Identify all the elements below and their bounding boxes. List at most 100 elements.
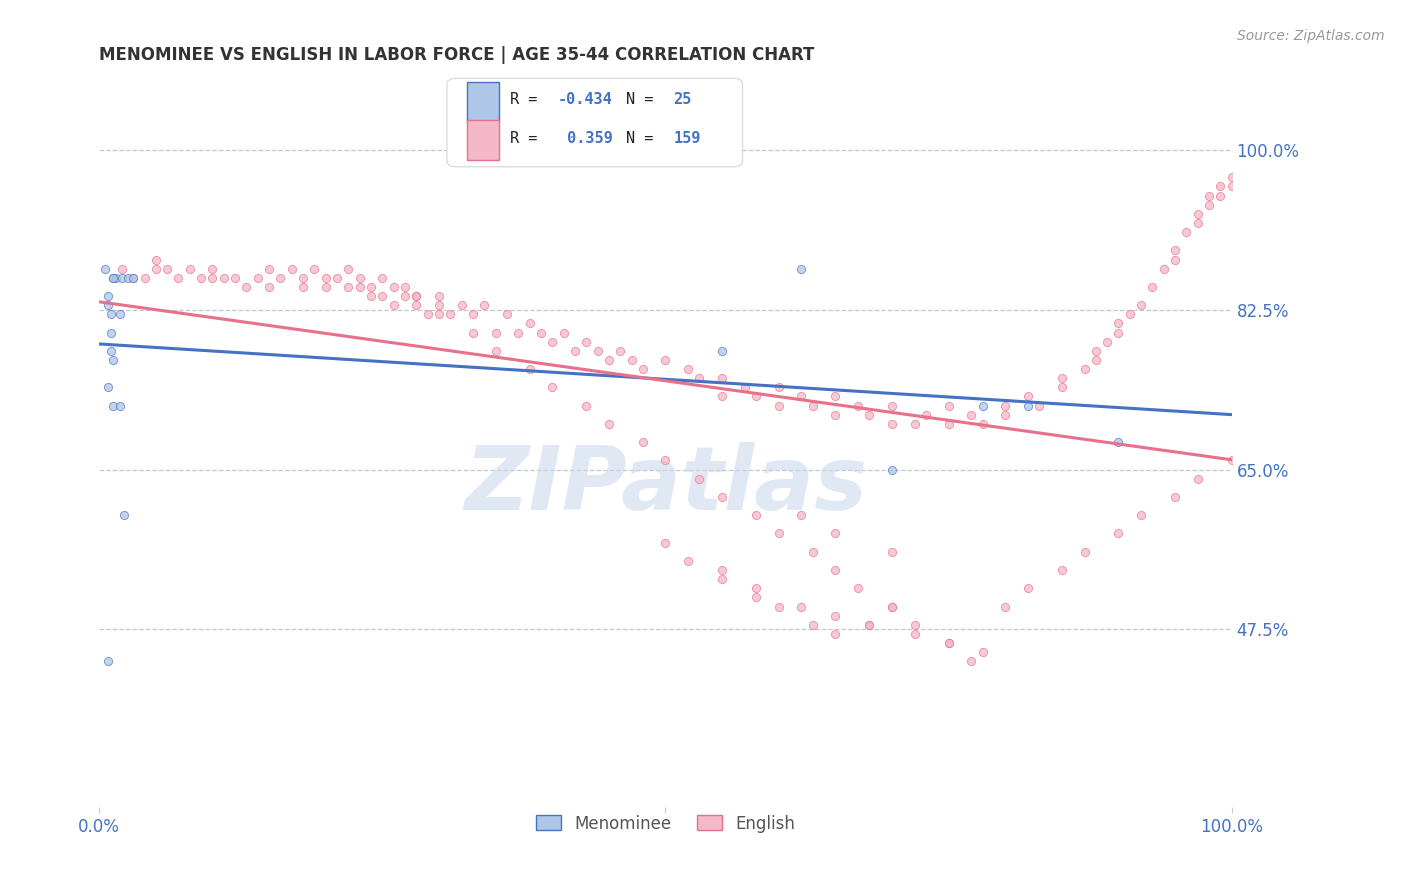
Point	[972, 645, 994, 659]
Point	[111, 261, 134, 276]
Point	[711, 371, 734, 385]
Point	[1108, 317, 1130, 331]
Point	[824, 608, 846, 623]
Point	[101, 270, 124, 285]
Point	[280, 261, 302, 276]
Point	[553, 326, 575, 340]
Point	[484, 343, 506, 358]
Point	[972, 417, 994, 431]
Point	[880, 399, 903, 413]
Point	[371, 289, 394, 303]
Point	[972, 399, 994, 413]
Point	[1142, 280, 1164, 294]
Text: ZIPatlas: ZIPatlas	[464, 442, 868, 530]
Point	[688, 472, 710, 486]
Point	[790, 261, 813, 276]
Point	[97, 654, 120, 668]
Point	[190, 270, 212, 285]
Point	[801, 617, 824, 632]
Point	[654, 535, 676, 549]
Point	[519, 362, 541, 376]
Point	[1187, 207, 1209, 221]
Point	[880, 599, 903, 614]
Point	[1187, 216, 1209, 230]
Point	[824, 526, 846, 541]
Point	[904, 417, 927, 431]
Point	[304, 261, 326, 276]
Point	[212, 270, 235, 285]
Point	[801, 545, 824, 559]
FancyBboxPatch shape	[467, 120, 499, 160]
Point	[405, 298, 427, 312]
Point	[745, 581, 768, 595]
Point	[1108, 526, 1130, 541]
Point	[427, 298, 450, 312]
Point	[938, 399, 960, 413]
Point	[768, 526, 790, 541]
Point	[315, 270, 337, 285]
Point	[337, 261, 360, 276]
Point	[676, 554, 699, 568]
Text: N =: N =	[626, 131, 662, 145]
Point	[100, 326, 122, 340]
Point	[994, 408, 1017, 422]
Point	[519, 317, 541, 331]
Point	[100, 343, 122, 358]
Text: 25: 25	[673, 93, 692, 107]
Point	[745, 389, 768, 403]
Point	[530, 326, 553, 340]
Point	[349, 280, 371, 294]
Point	[711, 572, 734, 586]
Point	[790, 599, 813, 614]
Point	[880, 417, 903, 431]
Point	[1050, 371, 1073, 385]
Point	[427, 289, 450, 303]
Point	[101, 353, 124, 368]
Point	[586, 343, 609, 358]
Point	[1108, 435, 1130, 450]
Point	[790, 508, 813, 523]
Point	[824, 408, 846, 422]
Point	[94, 261, 117, 276]
Point	[1220, 170, 1243, 185]
Point	[1198, 188, 1220, 202]
Point	[824, 563, 846, 577]
Point	[711, 343, 734, 358]
Point	[575, 399, 598, 413]
Point	[1119, 307, 1142, 321]
Point	[111, 270, 134, 285]
FancyBboxPatch shape	[447, 78, 742, 167]
Point	[711, 490, 734, 504]
Point	[1017, 399, 1039, 413]
Point	[541, 334, 564, 349]
Point	[167, 270, 190, 285]
Point	[1084, 353, 1107, 368]
Point	[676, 362, 699, 376]
Point	[1017, 389, 1039, 403]
Point	[688, 371, 710, 385]
Point	[1084, 343, 1107, 358]
Point	[734, 380, 756, 394]
Point	[631, 362, 654, 376]
Point	[108, 399, 131, 413]
Text: R =: R =	[510, 93, 547, 107]
Point	[745, 591, 768, 605]
Point	[427, 307, 450, 321]
Point	[745, 508, 768, 523]
Text: 0.359: 0.359	[558, 131, 613, 145]
Point	[405, 289, 427, 303]
Point	[938, 636, 960, 650]
Point	[915, 408, 938, 422]
Point	[904, 617, 927, 632]
Point	[1050, 380, 1073, 394]
Point	[1050, 563, 1073, 577]
Point	[654, 353, 676, 368]
Point	[994, 399, 1017, 413]
Point	[824, 389, 846, 403]
Point	[938, 417, 960, 431]
Point	[371, 270, 394, 285]
Point	[496, 307, 519, 321]
Point	[1175, 225, 1198, 239]
Point	[1028, 399, 1050, 413]
Point	[938, 636, 960, 650]
